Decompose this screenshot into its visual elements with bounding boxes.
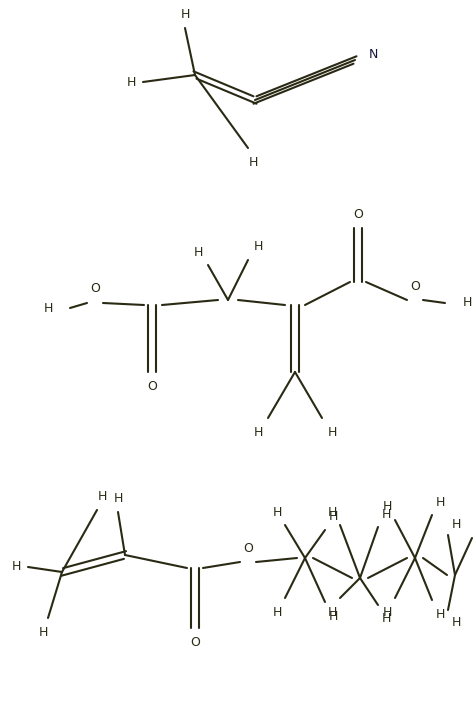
Text: H: H [253, 425, 263, 439]
Text: H: H [253, 241, 263, 253]
Text: H: H [114, 493, 123, 505]
Text: H: H [381, 612, 390, 625]
Text: H: H [193, 246, 203, 258]
Text: O: O [410, 279, 420, 292]
Text: O: O [243, 541, 253, 555]
Text: H: H [381, 508, 390, 520]
Text: H: H [435, 608, 445, 620]
Text: H: H [43, 301, 53, 315]
Text: H: H [180, 8, 190, 20]
Text: H: H [382, 501, 392, 513]
Text: H: H [328, 610, 338, 622]
Text: O: O [90, 282, 100, 296]
Text: O: O [147, 379, 157, 393]
Text: N: N [368, 49, 378, 61]
Text: H: H [327, 425, 337, 439]
Text: H: H [435, 496, 445, 508]
Text: H: H [451, 615, 461, 629]
Text: H: H [382, 605, 392, 619]
Text: H: H [248, 156, 257, 168]
Text: H: H [328, 510, 338, 524]
Text: H: H [451, 519, 461, 532]
Text: H: H [11, 560, 21, 574]
Text: H: H [126, 75, 136, 89]
Text: O: O [190, 636, 200, 650]
Text: O: O [353, 208, 363, 220]
Text: H: H [97, 491, 107, 503]
Text: H: H [272, 505, 282, 519]
Text: H: H [327, 605, 337, 619]
Text: H: H [462, 296, 472, 310]
Text: H: H [38, 625, 48, 639]
Text: H: H [327, 505, 337, 519]
Text: H: H [272, 605, 282, 619]
